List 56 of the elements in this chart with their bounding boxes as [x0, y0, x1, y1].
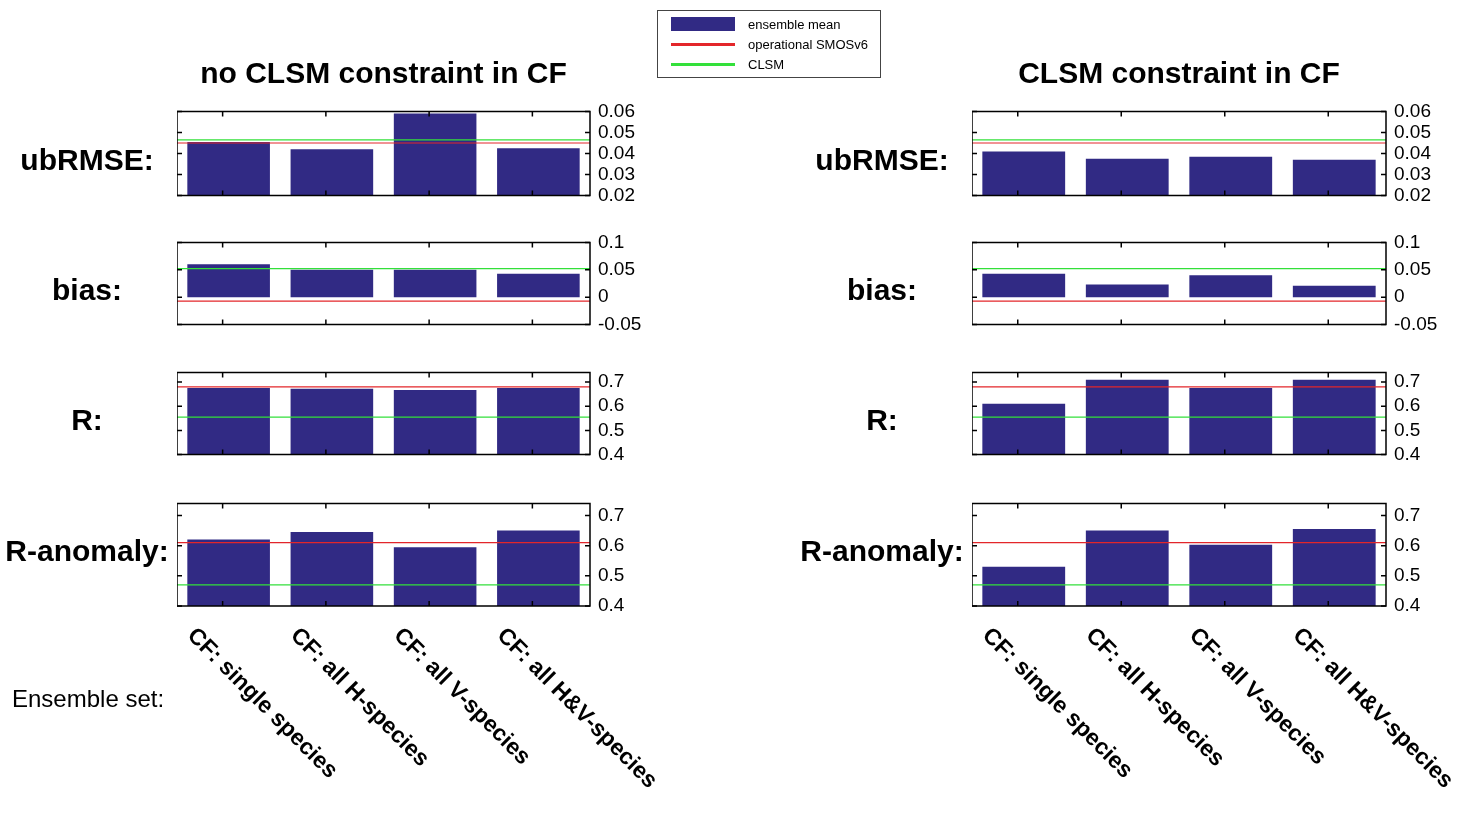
legend-label: CLSM	[748, 56, 785, 72]
y-tick-label: -0.05	[1394, 312, 1438, 334]
bar	[1085, 284, 1169, 298]
y-axis-title: ubRMSE:	[814, 142, 950, 177]
y-tick-label: 0.03	[1394, 162, 1431, 184]
y-tick-label: 0.4	[598, 594, 625, 616]
y-tick-label: 0.1	[598, 230, 625, 252]
y-tick-label: 0.05	[598, 258, 635, 280]
bar	[1189, 275, 1273, 298]
chart-title: CLSM constraint in CF	[1017, 56, 1341, 90]
y-tick-label: 0.05	[598, 120, 635, 142]
bar	[497, 273, 580, 298]
y-axis-title: R-anomaly:	[4, 534, 170, 568]
bar	[1292, 285, 1376, 298]
y-tick-label: 0.1	[1394, 230, 1421, 252]
bar	[393, 269, 477, 298]
y-tick-label: 0.06	[598, 99, 635, 121]
y-tick-label: 0.5	[1394, 418, 1421, 440]
y-tick-label: 0.7	[1394, 503, 1421, 525]
y-tick-label: 0.02	[1394, 183, 1431, 205]
y-tick-label: 0.6	[598, 533, 625, 555]
chart-title: no CLSM constraint in CF	[199, 56, 568, 90]
y-tick-label: 0.4	[1394, 442, 1421, 464]
text: Ensemble set:	[12, 685, 165, 713]
y-axis-title: bias:	[51, 272, 123, 307]
y-tick-label: 0.04	[598, 141, 636, 163]
y-axis-title: ubRMSE:	[19, 142, 155, 177]
y-tick-label: 0.6	[1394, 533, 1421, 555]
y-tick-label: 0.02	[598, 183, 635, 205]
y-tick-label: 0	[1394, 285, 1405, 307]
y-tick-label: 0.06	[1394, 99, 1431, 121]
bar	[982, 273, 1066, 298]
y-axis-title: R:	[865, 402, 899, 437]
y-tick-label: 0.4	[598, 442, 625, 464]
y-axis-title: R-anomaly:	[799, 534, 965, 568]
y-tick-label: 0.7	[598, 503, 625, 525]
y-tick-label: 0.5	[598, 564, 625, 586]
legend-label: operational SMOSv6	[748, 36, 868, 52]
bar	[187, 264, 270, 298]
y-axis-title: R:	[70, 402, 104, 437]
y-tick-label: 0.5	[1394, 564, 1421, 586]
bar	[290, 269, 374, 298]
y-tick-label: 0.4	[1394, 594, 1421, 616]
y-tick-label: 0.7	[598, 370, 625, 392]
y-axis-title: bias:	[846, 272, 918, 307]
y-tick-label: 0.03	[598, 162, 635, 184]
y-tick-label: 0.6	[1394, 394, 1421, 416]
y-tick-label: 0.7	[1394, 370, 1421, 392]
y-tick-label: 0	[598, 285, 609, 307]
y-tick-label: 0.6	[598, 394, 625, 416]
y-tick-label: 0.5	[598, 418, 625, 440]
legend-label: ensemble mean	[748, 16, 841, 32]
y-tick-label: 0.05	[1394, 120, 1431, 142]
y-tick-label: 0.05	[1394, 258, 1431, 280]
y-tick-label: -0.05	[598, 312, 642, 334]
y-tick-label: 0.04	[1394, 141, 1432, 163]
